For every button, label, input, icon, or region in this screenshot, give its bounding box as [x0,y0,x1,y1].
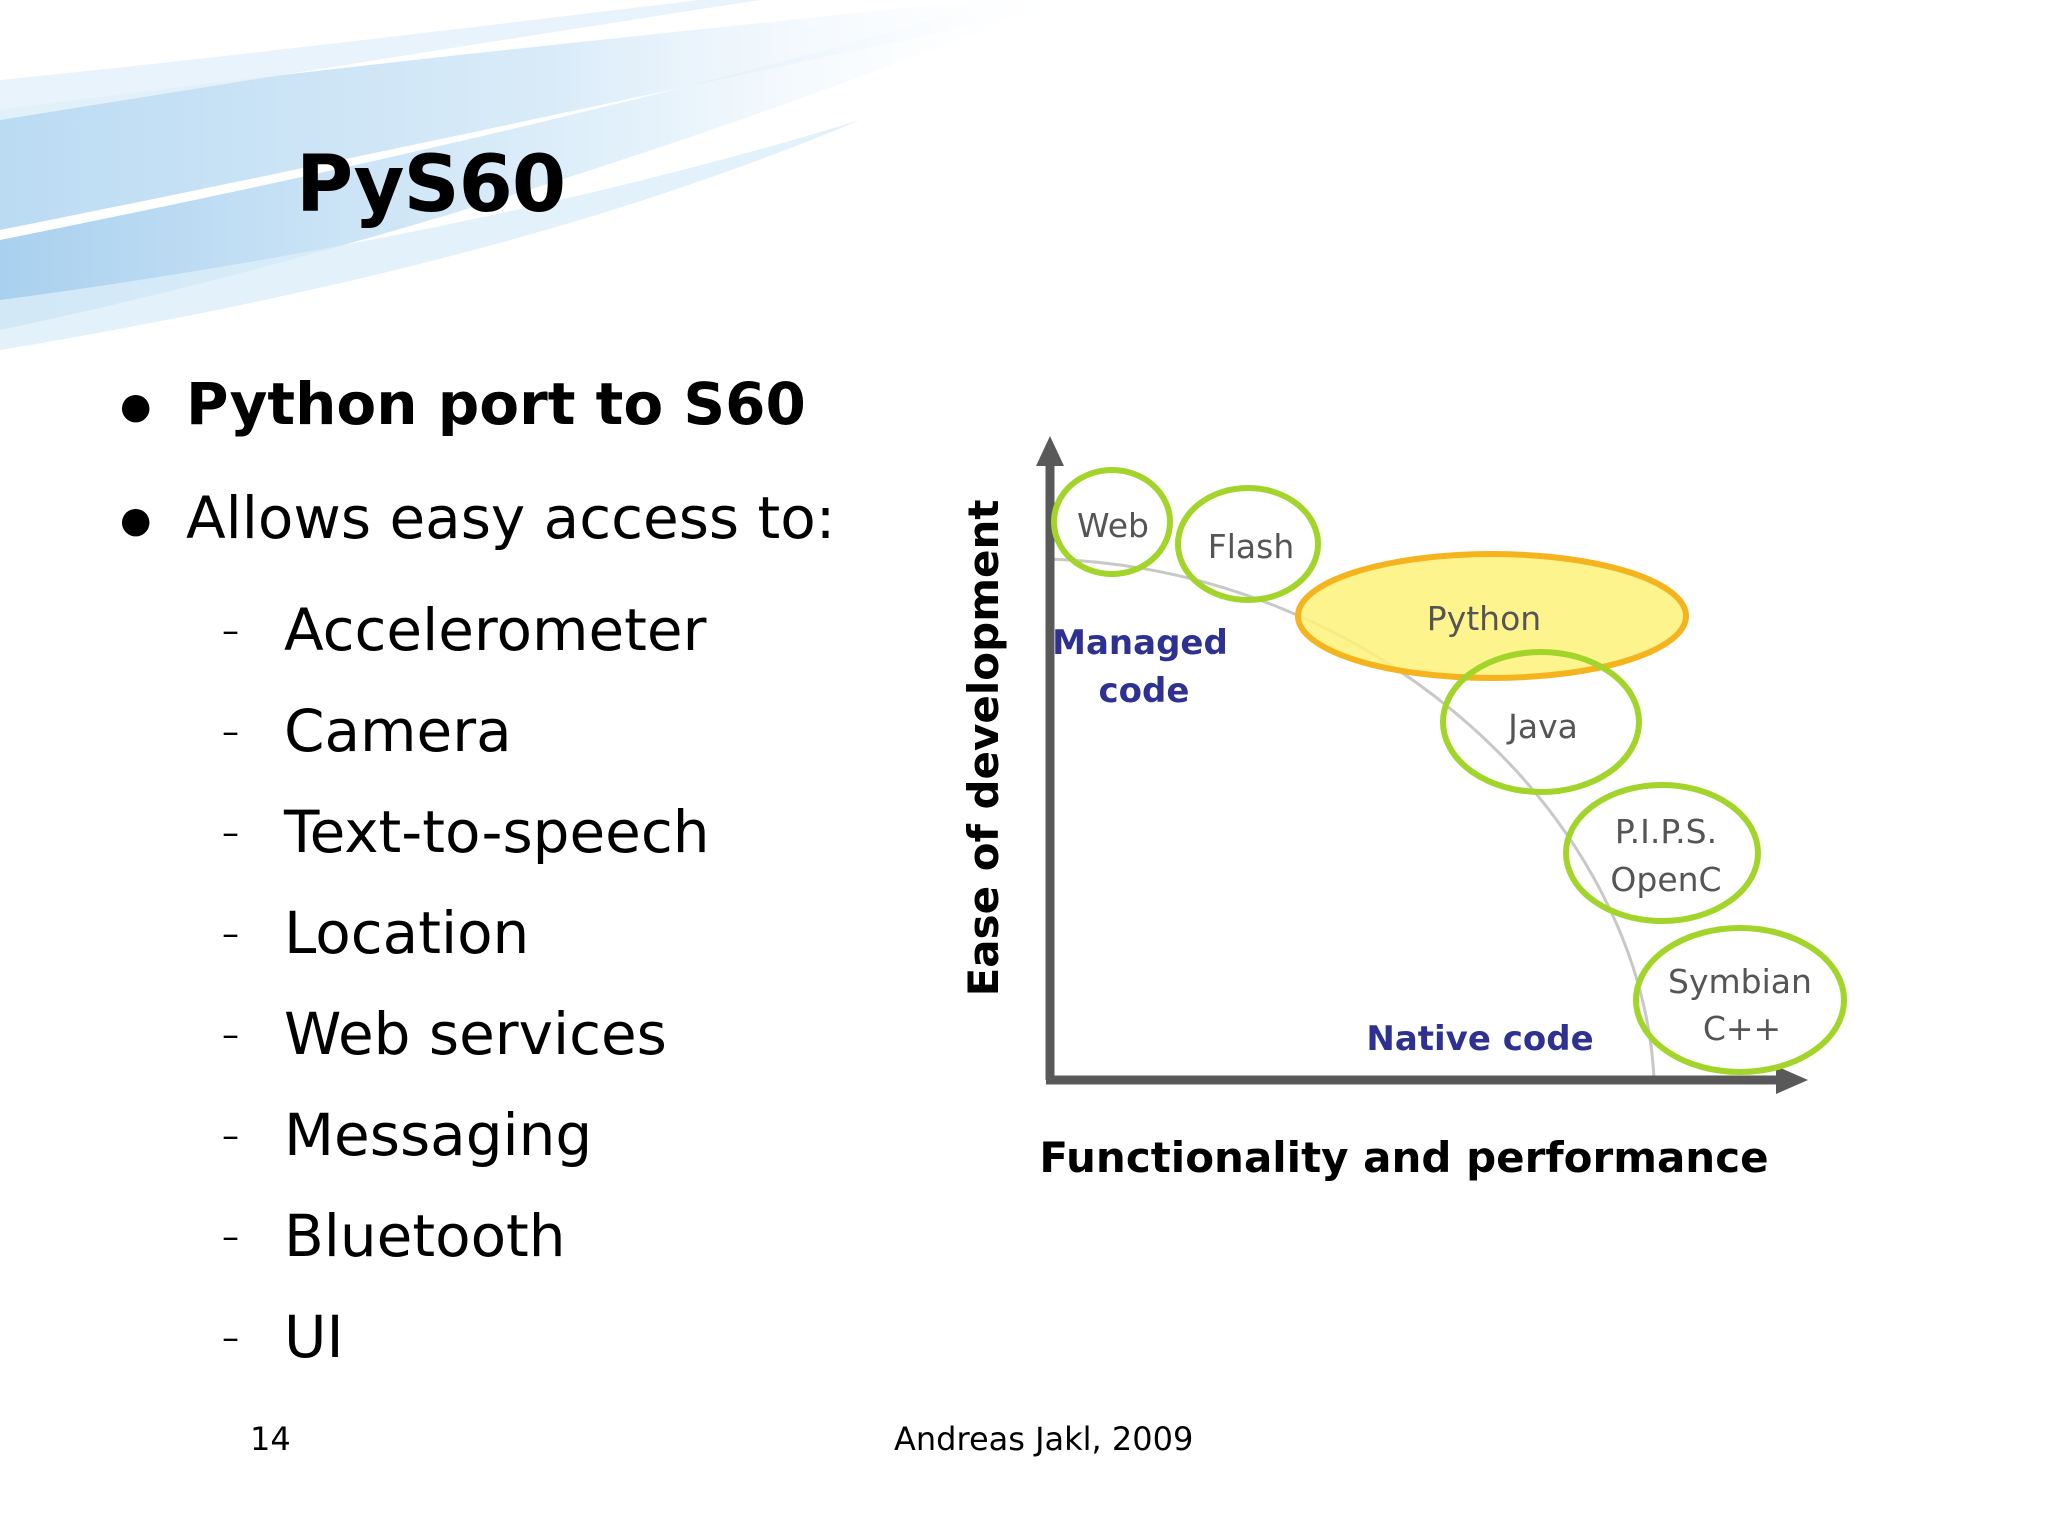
sub-item-text: UI [284,1303,344,1371]
native-code-label: Native code [1366,1019,1593,1059]
sub-item: – Location [222,899,529,967]
sub-item-text: Accelerometer [284,596,707,664]
sub-item-text: Camera [284,697,512,765]
sub-item: – Text-to-speech [222,798,710,866]
sub-item-text: Messaging [284,1101,593,1169]
openc-label: OpenC [1610,860,1721,899]
dash-icon: – [222,914,239,954]
dash-icon: – [222,1318,239,1358]
x-axis-title: Functionality and performance [1039,1133,1768,1182]
flash-node [1175,485,1321,603]
footer-author: Andreas Jakl, 2009 [894,1420,1194,1458]
sub-item-text: Web services [284,1000,667,1068]
dash-icon: – [222,1217,239,1257]
header-swoosh [0,0,1100,350]
sub-item: – Camera [222,697,512,765]
managed-code-label-line1: Managed [1052,623,1228,663]
web-node [1051,467,1173,577]
java-node [1440,649,1642,795]
cpp-label: C++ [1703,1009,1781,1048]
y-axis-arrow-icon [1036,436,1064,466]
bullet-text: Allows easy access to: [186,484,836,552]
sub-item-text: Location [284,899,530,967]
dash-icon: – [222,712,239,752]
bullet-dot-icon: ● [120,500,152,541]
symbian-label: Symbian [1668,962,1812,1001]
dash-icon: – [222,813,239,853]
x-axis-arrow-icon [1776,1066,1808,1094]
bullet-item: ● Python port to S60 [120,370,806,438]
flash-label: Flash [1208,527,1294,566]
development-tradeoff-diagram: Web Flash Python Java P.I.P.S. OpenC Sym… [959,436,1847,1182]
python-label: Python [1427,599,1541,638]
dash-icon: – [222,1116,239,1156]
sub-item: – Messaging [222,1101,592,1169]
bullet-text: Python port to S60 [186,370,806,438]
sub-item: – Bluetooth [222,1202,566,1270]
sub-item: – Web services [222,1000,667,1068]
bullet-dot-icon: ● [120,386,152,427]
sub-item-text: Bluetooth [284,1202,566,1270]
pips-openc-node [1563,782,1761,924]
java-label: Java [1506,707,1578,746]
dash-icon: – [222,611,239,651]
page-number: 14 [250,1420,291,1458]
managed-code-label-line2: code [1099,671,1190,711]
sub-item: – Accelerometer [222,596,706,664]
python-node [1295,551,1689,681]
pips-label: P.I.P.S. [1615,812,1717,851]
symbian-cpp-node [1633,925,1847,1075]
slide-title: PyS60 [296,140,566,230]
web-label: Web [1077,506,1149,545]
sub-item-text: Text-to-speech [284,798,710,866]
dash-icon: – [222,1015,239,1055]
bullet-item: ● Allows easy access to: [120,484,835,552]
sub-item: – UI [222,1303,344,1371]
y-axis-title: Ease of development [959,500,1008,997]
